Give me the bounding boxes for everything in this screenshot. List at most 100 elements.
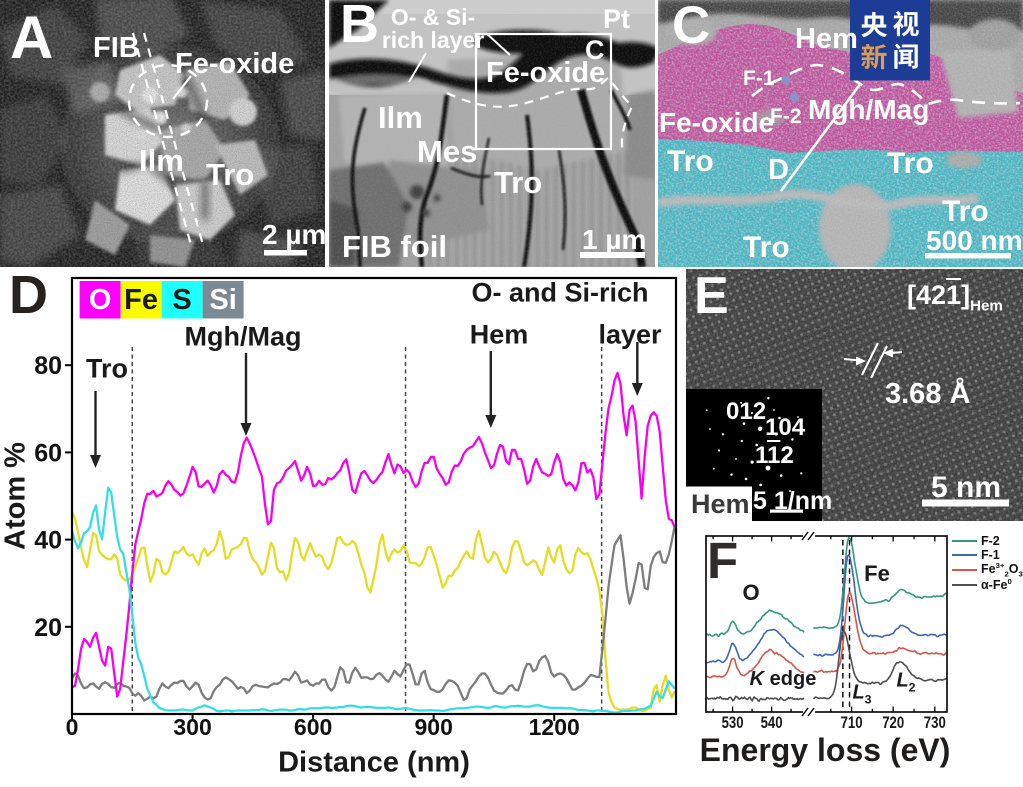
label-tro-c-bottom-right: Tro (942, 195, 989, 228)
eels-legend: F-2 F-1 Fe3+2O3 α-Fe0 (952, 534, 1023, 593)
d-spacing-arrowheads (856, 348, 893, 366)
eds-series (73, 371, 675, 713)
phase-boundary-dashed (446, 76, 634, 153)
d-lamella-line (779, 82, 863, 192)
x-axis-title: Distance (nm) (278, 746, 470, 779)
label-tro-c-left: Tro (667, 145, 714, 178)
x-tick-label: 0 (66, 714, 79, 740)
panel-b-tem-image: B O- & Si- rich layer Pt C Fe-oxide Ilm … (329, 0, 655, 267)
label-k-edge: K edge (749, 668, 817, 690)
label-f1: F-1 (743, 67, 775, 90)
eels-curve-left-F-1 (706, 628, 805, 664)
label-fe-oxide-b: Fe-oxide (486, 57, 606, 89)
label-mgh-mag-c: Mgh/Mag (808, 94, 930, 125)
label-tro-b: Tro (494, 165, 543, 200)
eels-x-tick-label: 540 (761, 713, 783, 732)
eels-curve-left-aFe0 (705, 695, 805, 703)
inset-scale-bar (770, 509, 803, 513)
label-mes: Mes (417, 134, 478, 169)
spot-012-label: 012 (726, 398, 767, 425)
panel-a-letter: A (10, 4, 54, 71)
logo-glyph (894, 43, 918, 69)
y-tick-label: 80 (34, 352, 62, 380)
c-region-box (474, 32, 613, 151)
eels-legend-line (952, 569, 977, 571)
label-tro-c-right: Tro (887, 147, 934, 180)
label-o-edge: O (742, 580, 760, 605)
eds-series-O (73, 371, 675, 698)
hrtem-texture (686, 269, 1023, 521)
eels-legend-item-f1: F-1 (952, 548, 1023, 562)
scale-bar-b (580, 252, 645, 258)
fib-section-marker (131, 32, 205, 246)
eels-legend-label: α-Fe0 (981, 577, 1012, 593)
annotation-mgh-mag: Mgh/Mag (184, 321, 302, 352)
label-fe-oxide-a: Fe-oxide (175, 48, 295, 80)
panel-d-letter: D (9, 267, 48, 325)
panel-e-hrtem-image: E [421]Hem 3.68 Å 012 104 112 5 1/nm Hem… (686, 269, 1023, 521)
eels-legend-line (952, 554, 977, 556)
layer-leader-line2 (485, 32, 511, 56)
x-tick-label: 300 (173, 714, 211, 740)
eels-chart-svg: 530 540 710 720 730 (705, 531, 948, 732)
sem-texture (0, 0, 325, 267)
eds-chart-svg: 20 40 60 80 0 300 600 900 1200 O Fe S Si (34, 276, 678, 740)
label-fib-foil: FIB foil (342, 229, 448, 264)
x-tick-label: 900 (414, 714, 452, 740)
eds-series-Fe (73, 511, 675, 713)
scale-label-b: 1 µm (582, 224, 647, 255)
panel-c-letter: C (672, 0, 711, 55)
scale-label-a: 2 µm (262, 219, 325, 250)
annotation-osi-line2: layer (598, 319, 662, 350)
spot-112-label: 112 (755, 442, 794, 469)
label-fe-edge: Fe (864, 561, 890, 586)
y-tick-label: 40 (34, 527, 62, 555)
eels-legend-label: F-1 (981, 547, 1000, 562)
hem-mgh-dashed-line (751, 63, 1021, 106)
inset-phase-label: Hem (691, 489, 750, 519)
eels-curve-right-aFe0 (813, 629, 947, 700)
annotation-tro: Tro (85, 353, 129, 384)
scale-label-c: 500 nm (926, 225, 1023, 256)
label-tro-a: Tro (206, 157, 255, 192)
logo-glyph (893, 11, 919, 37)
panel-f-eels-chart: 530 540 710 720 730 F O Fe K edge L3 L2 Ener… (690, 521, 1023, 787)
panel-c-phase-map: C Hem F-1 F-2 Mgh/Mag Fe-oxide Tro D Tro… (658, 0, 1023, 267)
x-tick-label: 600 (294, 714, 332, 740)
label-tro-c-bottom: Tro (743, 231, 790, 264)
eels-legend-item-fe2o3: Fe3+2O3 (952, 560, 1023, 579)
eds-series-S (73, 486, 675, 713)
label-ilm-a: Ilm (139, 143, 184, 178)
legend-symbol-O: O (89, 284, 112, 316)
label-f2: F-2 (770, 105, 802, 128)
legend-swatch-O (79, 281, 121, 319)
label-l2: L2 (896, 669, 916, 695)
label-c-box: C (585, 35, 605, 65)
eels-curve-left-F-2 (706, 609, 805, 638)
eels-x-tick-label: 730 (924, 713, 946, 732)
eels-curve-left-Fe2O3 (706, 648, 805, 679)
f1-spot (781, 75, 791, 85)
eels-legend-item-f2: F-2 (952, 534, 1023, 548)
panel-a-sem-image: A FIB Fe-oxide Ilm Tro 2 µm (0, 0, 325, 267)
eds-plot-box (70, 276, 678, 716)
hem-tag-box (686, 486, 752, 521)
scale-bar-a (264, 250, 307, 256)
eels-legend-item-afe0: α-Fe0 (952, 578, 1023, 592)
eels-legend-label: Fe3+2O3 (981, 560, 1023, 579)
label-osi-line1: O- & Si- (390, 4, 476, 30)
panel-b-letter: B (340, 0, 379, 54)
eds-legend: O Fe S Si (79, 281, 244, 319)
eels-legend-line (952, 540, 977, 542)
scale-label-e: 5 nm (931, 471, 1002, 504)
eels-curve-right-F-1 (813, 553, 947, 657)
y-axis-title: Atom % (0, 442, 32, 550)
eels-x-tick-label: 720 (882, 713, 904, 732)
legend-symbol-Fe: Fe (124, 284, 158, 316)
logo-glyph (861, 43, 887, 70)
legend-swatch-Si (202, 281, 244, 319)
d-spacing-label: 3.68 Å (885, 378, 971, 410)
legend-symbol-S: S (172, 284, 191, 316)
scale-bar-c (925, 253, 1011, 259)
